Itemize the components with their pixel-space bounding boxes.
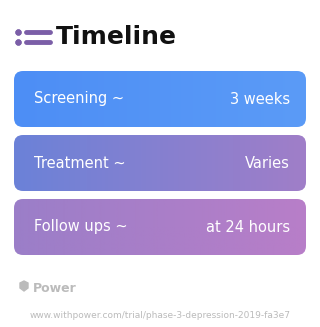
Text: Varies: Varies <box>245 156 290 170</box>
Text: Treatment ~: Treatment ~ <box>34 156 126 170</box>
Text: Follow ups ~: Follow ups ~ <box>34 219 128 234</box>
Text: Power: Power <box>33 282 77 295</box>
Text: Timeline: Timeline <box>56 25 177 49</box>
Text: 3 weeks: 3 weeks <box>230 92 290 107</box>
Polygon shape <box>20 281 28 291</box>
Text: Screening ~: Screening ~ <box>34 92 124 107</box>
Text: www.withpower.com/trial/phase-3-depression-2019-fa3e7: www.withpower.com/trial/phase-3-depressi… <box>29 311 291 319</box>
Text: at 24 hours: at 24 hours <box>206 219 290 234</box>
